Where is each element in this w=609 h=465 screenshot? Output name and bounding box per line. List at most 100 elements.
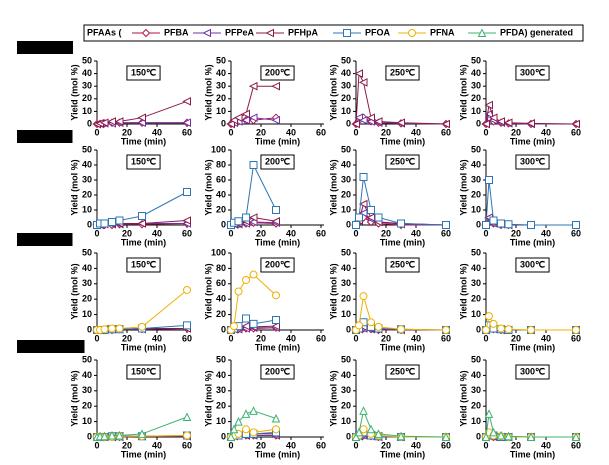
- y-tick-label: 20: [471, 189, 481, 199]
- x-tick-label: 60: [441, 127, 451, 137]
- panel-title-box: [385, 65, 420, 81]
- y-tick-label: 20: [216, 204, 226, 214]
- y-axis-label: Yield (mol %): [458, 64, 468, 120]
- x-tick-label: 60: [316, 440, 326, 450]
- data-point: [272, 425, 280, 434]
- x-tick-label: 0: [353, 228, 358, 238]
- data-point: [272, 291, 280, 300]
- data-point: [481, 119, 490, 129]
- y-tick-label: 40: [341, 370, 351, 380]
- y-tick-label: 10: [82, 416, 92, 426]
- data-point: [108, 324, 116, 333]
- y-axis-label: Yield (mol %): [203, 263, 213, 319]
- data-point: [351, 432, 361, 441]
- data-point: [108, 218, 116, 226]
- data-point: [503, 118, 513, 128]
- y-tick-label: 10: [471, 416, 481, 426]
- row-label-bg: [17, 340, 85, 353]
- y-tick-label: 20: [471, 294, 481, 304]
- y-tick-label: 20: [341, 189, 351, 199]
- x-tick-label: 60: [316, 127, 326, 137]
- data-point: [359, 425, 368, 434]
- data-point: [374, 429, 383, 438]
- y-axis-label: Yield (mol %): [69, 370, 79, 426]
- data-point: [442, 326, 450, 334]
- panel-title-group: 250℃: [385, 65, 420, 81]
- data-point: [352, 221, 360, 229]
- data-point: [249, 270, 258, 279]
- row-label-bg: [17, 130, 73, 143]
- y-axis-label: Yield (mol %): [328, 159, 338, 215]
- y-tick-label: 10: [82, 204, 92, 214]
- data-point: [484, 100, 493, 110]
- y-tick-label: 40: [82, 263, 92, 273]
- x-tick-label: 20: [511, 228, 521, 238]
- y-tick-label: 40: [471, 159, 481, 169]
- y-tick-label: 0: [346, 118, 351, 128]
- data-point: [504, 431, 513, 441]
- data-point: [484, 409, 494, 418]
- y-tick-label: 20: [471, 93, 481, 103]
- x-tick-label: 60: [316, 228, 326, 238]
- data-point: [272, 315, 280, 324]
- x-tick-label: 40: [286, 127, 296, 137]
- data-point: [485, 176, 493, 184]
- data-point: [527, 326, 535, 334]
- data-point: [115, 324, 124, 333]
- panel-title: 300℃: [520, 67, 545, 77]
- panel-title-group: 250℃: [385, 257, 420, 273]
- y-tick-label: 20: [341, 93, 351, 103]
- y-tick-label: 50: [82, 55, 92, 65]
- data-point: [271, 81, 280, 91]
- panel-title-box: [126, 364, 161, 380]
- data-point: [234, 416, 243, 426]
- y-tick-label: 30: [82, 385, 92, 395]
- x-axis-label: Time (min): [510, 449, 555, 459]
- y-tick-label: 40: [216, 370, 226, 380]
- x-tick-label: 60: [441, 333, 451, 343]
- data-point: [230, 322, 238, 331]
- panel-title: 150℃: [131, 156, 156, 166]
- panel-title-group: 150℃: [126, 364, 161, 380]
- data-point: [249, 406, 258, 415]
- data-point: [373, 117, 383, 126]
- y-tick-label: 40: [341, 263, 351, 273]
- panel-title-group: 300℃: [515, 364, 550, 380]
- panel-title: 200℃: [265, 156, 290, 166]
- y-tick-label: 30: [471, 81, 481, 91]
- x-tick-label: 0: [353, 440, 358, 450]
- row-label-bg: [17, 41, 74, 54]
- data-point: [571, 432, 581, 441]
- x-tick-label: 20: [122, 333, 132, 343]
- x-axis-label: Time (min): [380, 136, 425, 146]
- x-tick-label: 20: [122, 228, 132, 238]
- data-point: [115, 216, 124, 225]
- y-axis-label: Yield (mol %): [328, 370, 338, 426]
- data-point: [138, 212, 146, 220]
- legend-marker: [202, 28, 211, 38]
- y-tick-label: 30: [341, 81, 351, 91]
- x-tick-label: 60: [316, 333, 326, 343]
- y-tick-label: 50: [216, 55, 226, 65]
- panel-title: 150℃: [131, 259, 156, 269]
- y-tick-label: 0: [87, 118, 92, 128]
- y-tick-label: 10: [471, 106, 481, 116]
- data-point: [367, 318, 375, 327]
- y-tick-label: 10: [471, 204, 481, 214]
- x-tick-label: 20: [511, 440, 521, 450]
- panel-title: 300℃: [520, 366, 545, 376]
- panel-title: 250℃: [390, 67, 415, 77]
- data-point: [229, 424, 239, 434]
- y-tick-label: 30: [341, 278, 351, 288]
- y-axis-label: Yield (mol %): [203, 370, 213, 426]
- data-point: [358, 78, 368, 87]
- x-tick-label: 0: [94, 228, 99, 238]
- data-point: [183, 431, 191, 440]
- y-tick-label: 30: [471, 174, 481, 184]
- data-point: [527, 221, 535, 229]
- panel-title-box: [515, 364, 550, 380]
- y-axis-label: Yield (mol %): [69, 263, 79, 319]
- data-point: [481, 432, 491, 441]
- y-tick-label: 30: [341, 174, 351, 184]
- data-point: [571, 119, 580, 129]
